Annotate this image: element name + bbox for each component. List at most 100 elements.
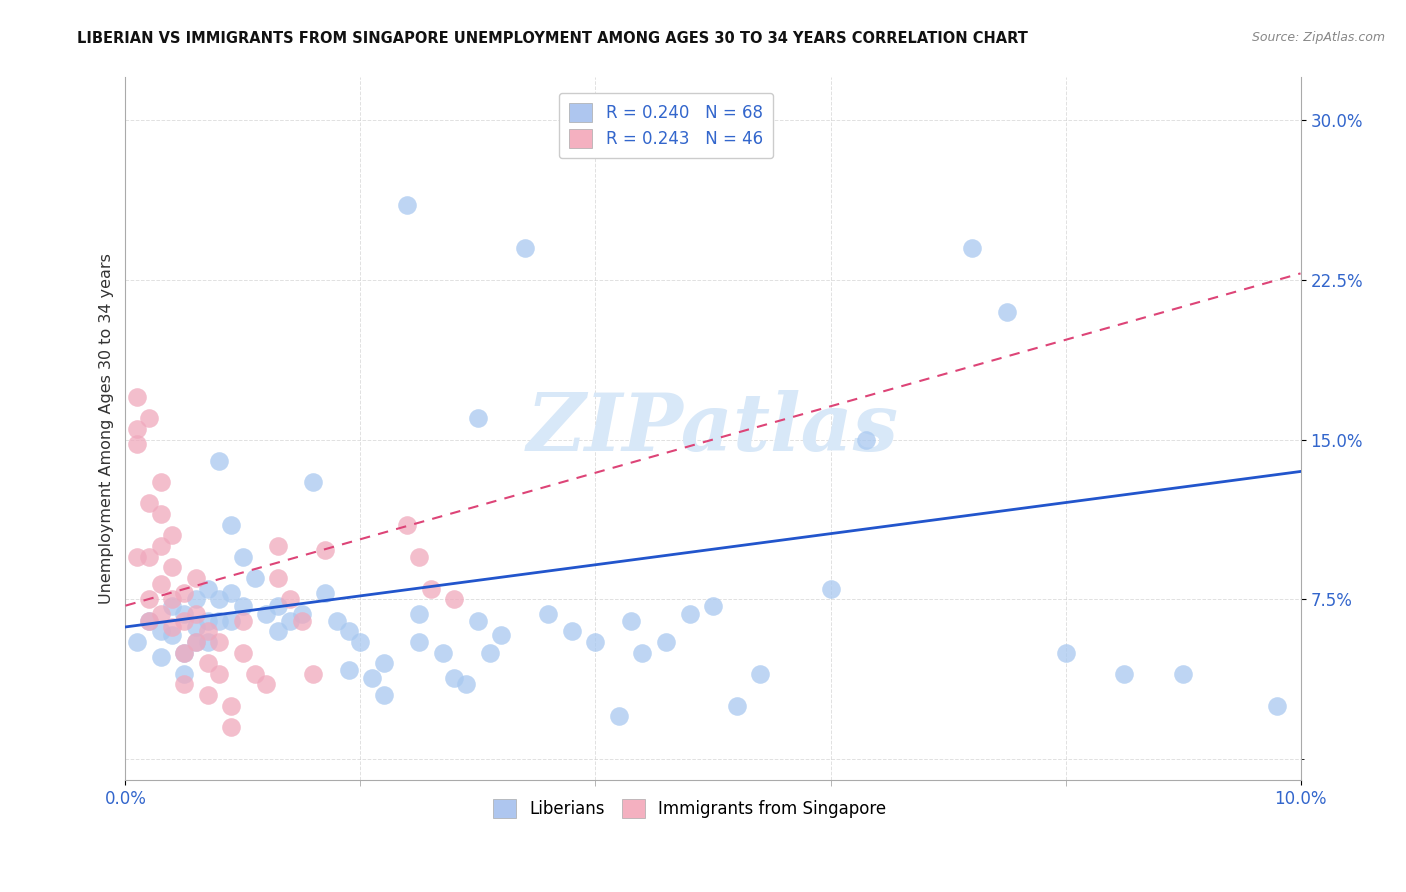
- Point: [127, 549, 149, 564]
- Point: [197, 624, 219, 639]
- Point: [127, 635, 149, 649]
- Point: [267, 539, 290, 553]
- Point: [467, 411, 489, 425]
- Point: [173, 586, 195, 600]
- Point: [219, 586, 242, 600]
- Point: [162, 528, 184, 542]
- Text: LIBERIAN VS IMMIGRANTS FROM SINGAPORE UNEMPLOYMENT AMONG AGES 30 TO 34 YEARS COR: LIBERIAN VS IMMIGRANTS FROM SINGAPORE UN…: [77, 31, 1028, 46]
- Point: [678, 607, 700, 622]
- Point: [162, 560, 184, 574]
- Point: [855, 433, 877, 447]
- Point: [173, 614, 195, 628]
- Point: [184, 635, 207, 649]
- Point: [162, 628, 184, 642]
- Point: [420, 582, 443, 596]
- Point: [208, 666, 231, 681]
- Text: Source: ZipAtlas.com: Source: ZipAtlas.com: [1251, 31, 1385, 45]
- Point: [1114, 666, 1136, 681]
- Point: [443, 671, 465, 685]
- Point: [232, 646, 254, 660]
- Point: [149, 577, 172, 591]
- Point: [361, 671, 384, 685]
- Point: [184, 607, 207, 622]
- Point: [607, 709, 630, 723]
- Point: [197, 635, 219, 649]
- Point: [232, 599, 254, 613]
- Point: [243, 571, 266, 585]
- Point: [138, 614, 160, 628]
- Point: [456, 677, 478, 691]
- Point: [197, 688, 219, 702]
- Point: [219, 720, 242, 734]
- Point: [256, 607, 278, 622]
- Point: [432, 646, 454, 660]
- Point: [149, 539, 172, 553]
- Point: [149, 475, 172, 489]
- Point: [149, 507, 172, 521]
- Point: [173, 677, 195, 691]
- Point: [219, 614, 242, 628]
- Point: [208, 454, 231, 468]
- Point: [302, 475, 325, 489]
- Point: [184, 592, 207, 607]
- Point: [467, 614, 489, 628]
- Point: [197, 582, 219, 596]
- Point: [278, 614, 301, 628]
- Point: [138, 614, 160, 628]
- Point: [620, 614, 643, 628]
- Point: [373, 688, 395, 702]
- Point: [820, 582, 842, 596]
- Point: [291, 607, 314, 622]
- Text: ZIPatlas: ZIPatlas: [527, 390, 898, 467]
- Point: [513, 241, 536, 255]
- Point: [291, 614, 314, 628]
- Point: [725, 698, 748, 713]
- Point: [127, 390, 149, 404]
- Point: [267, 571, 290, 585]
- Point: [127, 422, 149, 436]
- Point: [184, 620, 207, 634]
- Point: [267, 624, 290, 639]
- Point: [1265, 698, 1288, 713]
- Point: [138, 496, 160, 510]
- Point: [162, 592, 184, 607]
- Point: [995, 304, 1018, 318]
- Point: [326, 614, 349, 628]
- Point: [184, 635, 207, 649]
- Point: [173, 607, 195, 622]
- Point: [197, 656, 219, 670]
- Point: [219, 698, 242, 713]
- Point: [396, 198, 419, 212]
- Point: [349, 635, 371, 649]
- Point: [1171, 666, 1194, 681]
- Point: [314, 586, 336, 600]
- Point: [337, 663, 360, 677]
- Point: [173, 646, 195, 660]
- Point: [219, 517, 242, 532]
- Point: [749, 666, 772, 681]
- Point: [162, 620, 184, 634]
- Point: [149, 607, 172, 622]
- Point: [162, 599, 184, 613]
- Point: [208, 635, 231, 649]
- Point: [138, 411, 160, 425]
- Point: [537, 607, 560, 622]
- Legend: Liberians, Immigrants from Singapore: Liberians, Immigrants from Singapore: [486, 792, 893, 825]
- Point: [208, 614, 231, 628]
- Point: [267, 599, 290, 613]
- Point: [478, 646, 501, 660]
- Point: [208, 592, 231, 607]
- Point: [149, 649, 172, 664]
- Point: [396, 517, 419, 532]
- Point: [373, 656, 395, 670]
- Point: [232, 614, 254, 628]
- Point: [960, 241, 983, 255]
- Point: [232, 549, 254, 564]
- Point: [702, 599, 724, 613]
- Point: [314, 543, 336, 558]
- Point: [197, 614, 219, 628]
- Point: [655, 635, 678, 649]
- Point: [408, 635, 430, 649]
- Point: [585, 635, 607, 649]
- Point: [302, 666, 325, 681]
